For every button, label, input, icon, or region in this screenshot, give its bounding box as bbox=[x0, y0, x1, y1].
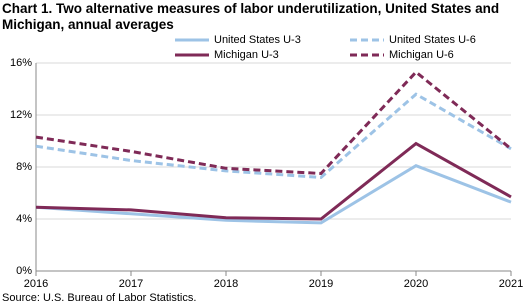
x-tick-label: 2020 bbox=[404, 278, 428, 290]
series-line bbox=[35, 164, 512, 225]
x-tick-label: 2021 bbox=[499, 278, 523, 290]
legend-label: United States U-3 bbox=[214, 34, 301, 46]
series-line bbox=[35, 70, 512, 176]
x-tick-label: 2018 bbox=[214, 278, 238, 290]
series-line bbox=[35, 141, 512, 221]
legend-label: Michigan U-3 bbox=[214, 49, 279, 61]
y-tick-label: 12% bbox=[10, 109, 32, 121]
x-tick-label: 2017 bbox=[119, 278, 143, 290]
x-tick-label: 2016 bbox=[24, 278, 48, 290]
source-note: Source: U.S. Bureau of Labor Statistics. bbox=[2, 292, 196, 304]
legend-label: Michigan U-6 bbox=[389, 49, 454, 61]
y-tick-label: 4% bbox=[16, 213, 32, 225]
y-tick-label: 16% bbox=[10, 57, 32, 69]
x-tick-label: 2019 bbox=[309, 278, 333, 290]
series-line bbox=[35, 92, 512, 179]
chart-title: Chart 1. Two alternative measures of lab… bbox=[2, 1, 500, 32]
legend-label: United States U-6 bbox=[389, 34, 476, 46]
y-tick-label: 8% bbox=[16, 161, 32, 173]
y-tick-label: 0% bbox=[16, 265, 32, 277]
